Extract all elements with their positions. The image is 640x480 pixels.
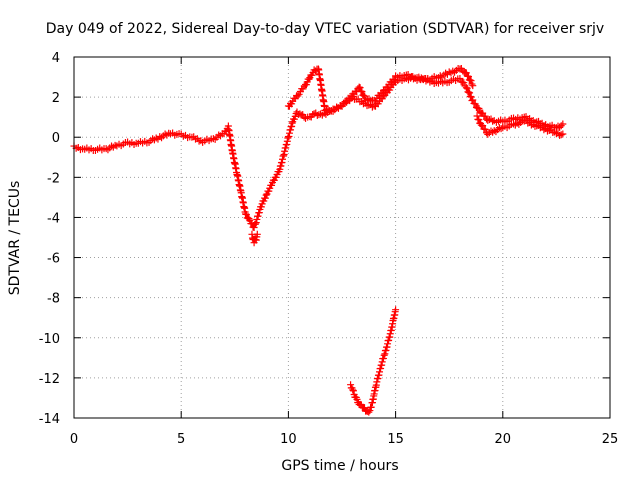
data-point [310,110,318,118]
data-point [347,381,355,389]
data-point [250,223,258,231]
data-point [466,89,474,97]
data-point [322,106,330,114]
data-point [475,105,483,113]
data-point [253,215,261,223]
data-point [463,84,471,92]
data-point [557,131,565,139]
data-point [552,130,560,138]
data-point [353,395,361,403]
data-point [254,212,262,220]
data-point [469,82,477,90]
data-point [556,123,564,131]
y-tick-label: 0 [52,131,60,146]
data-point [462,69,470,77]
y-tick-label: 2 [52,91,60,106]
data-point [261,194,269,202]
x-tick-label: 10 [280,432,297,447]
data-point [479,122,487,130]
data-point [362,96,370,104]
data-point [497,125,505,133]
data-point [484,116,492,124]
data-point [262,191,270,199]
y-axis-title: SDTVAR / TECUs [7,181,23,296]
data-point [556,131,564,139]
data-point [481,125,489,133]
chart-title: Day 049 of 2022, Sidereal Day-to-day VTE… [46,21,604,37]
series-dip-bottom [248,230,261,247]
plot-frame [73,56,611,419]
data-point [379,354,387,362]
data-point [365,408,373,416]
data-point [392,306,400,314]
data-point [242,210,250,218]
data-point [252,219,260,227]
data-points [70,65,567,416]
x-axis-title: GPS time / hours [281,458,398,474]
data-point [294,92,302,100]
series-upper-branch [284,65,477,115]
data-point [471,100,479,108]
series-main [70,73,567,231]
data-point [460,79,468,87]
series-outlier-segment [347,306,400,416]
y-tick-label: -14 [39,412,60,427]
data-point [484,130,492,138]
y-tick-label: -8 [47,292,60,307]
y-tick-label: -12 [39,372,60,387]
data-point [557,122,565,130]
data-point [464,72,472,80]
data-point [367,403,375,411]
data-point [366,407,374,415]
y-tick-label: -4 [47,211,60,226]
y-tick-label: -6 [47,252,60,267]
data-point [349,386,357,394]
data-point [489,128,497,136]
data-point [309,110,317,118]
x-tick-label: 25 [602,432,619,447]
data-point [475,116,483,124]
data-point [349,387,357,395]
x-tick-label: 0 [70,432,78,447]
data-point [321,106,329,114]
data-point [356,84,364,92]
tick-labels: 0 5 10 15 20 25 -14 -12 -10 -8 -6 -4 -2 0 2 4 [39,51,619,447]
data-point [456,74,464,82]
data-point [485,116,493,124]
data-point [305,75,313,83]
series-lower-branch [473,112,567,139]
data-point [253,230,261,238]
data-point [245,215,253,223]
grid [74,57,610,418]
data-point [380,351,388,359]
data-point [252,220,260,228]
y-tick-label: -2 [47,171,60,186]
data-point [380,87,388,95]
data-point [246,216,254,224]
data-point [469,96,477,104]
data-point [255,209,263,217]
x-tick-label: 20 [495,432,512,447]
data-point [467,77,475,85]
data-point [468,80,476,88]
axis-ticks [73,56,611,419]
x-tick-label: 5 [177,432,185,447]
data-point [257,203,265,211]
data-point [481,112,489,120]
data-point [490,127,498,135]
data-point [473,112,481,120]
data-point [358,88,366,96]
y-tick-label: -10 [39,332,60,347]
y-tick-label: 4 [52,51,60,66]
data-point [363,96,371,104]
data-point [559,120,567,128]
data-point [559,130,567,138]
x-tick-label: 15 [387,432,404,447]
data-point [489,117,497,125]
